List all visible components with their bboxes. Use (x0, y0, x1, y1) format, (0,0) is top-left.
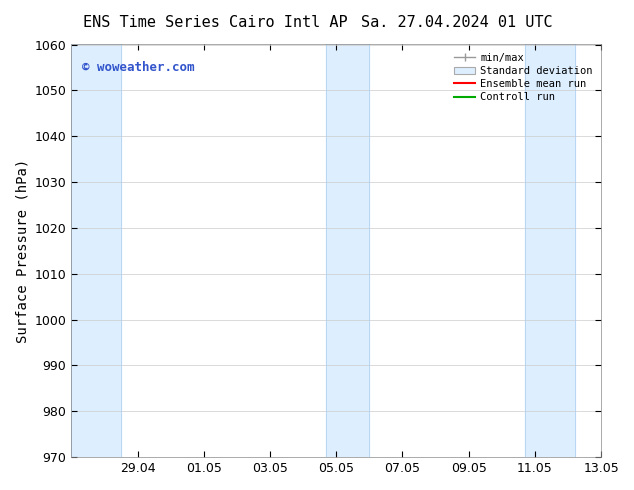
Text: © woweather.com: © woweather.com (82, 61, 195, 74)
Legend: min/max, Standard deviation, Ensemble mean run, Controll run: min/max, Standard deviation, Ensemble me… (451, 49, 596, 105)
Bar (525, 45, 574, 457)
Y-axis label: Surface Pressure (hPa): Surface Pressure (hPa) (15, 159, 29, 343)
Text: ENS Time Series Cairo Intl AP: ENS Time Series Cairo Intl AP (83, 15, 348, 30)
Text: Sa. 27.04.2024 01 UTC: Sa. 27.04.2024 01 UTC (361, 15, 552, 30)
Bar (71, 45, 121, 457)
Bar (327, 45, 370, 457)
